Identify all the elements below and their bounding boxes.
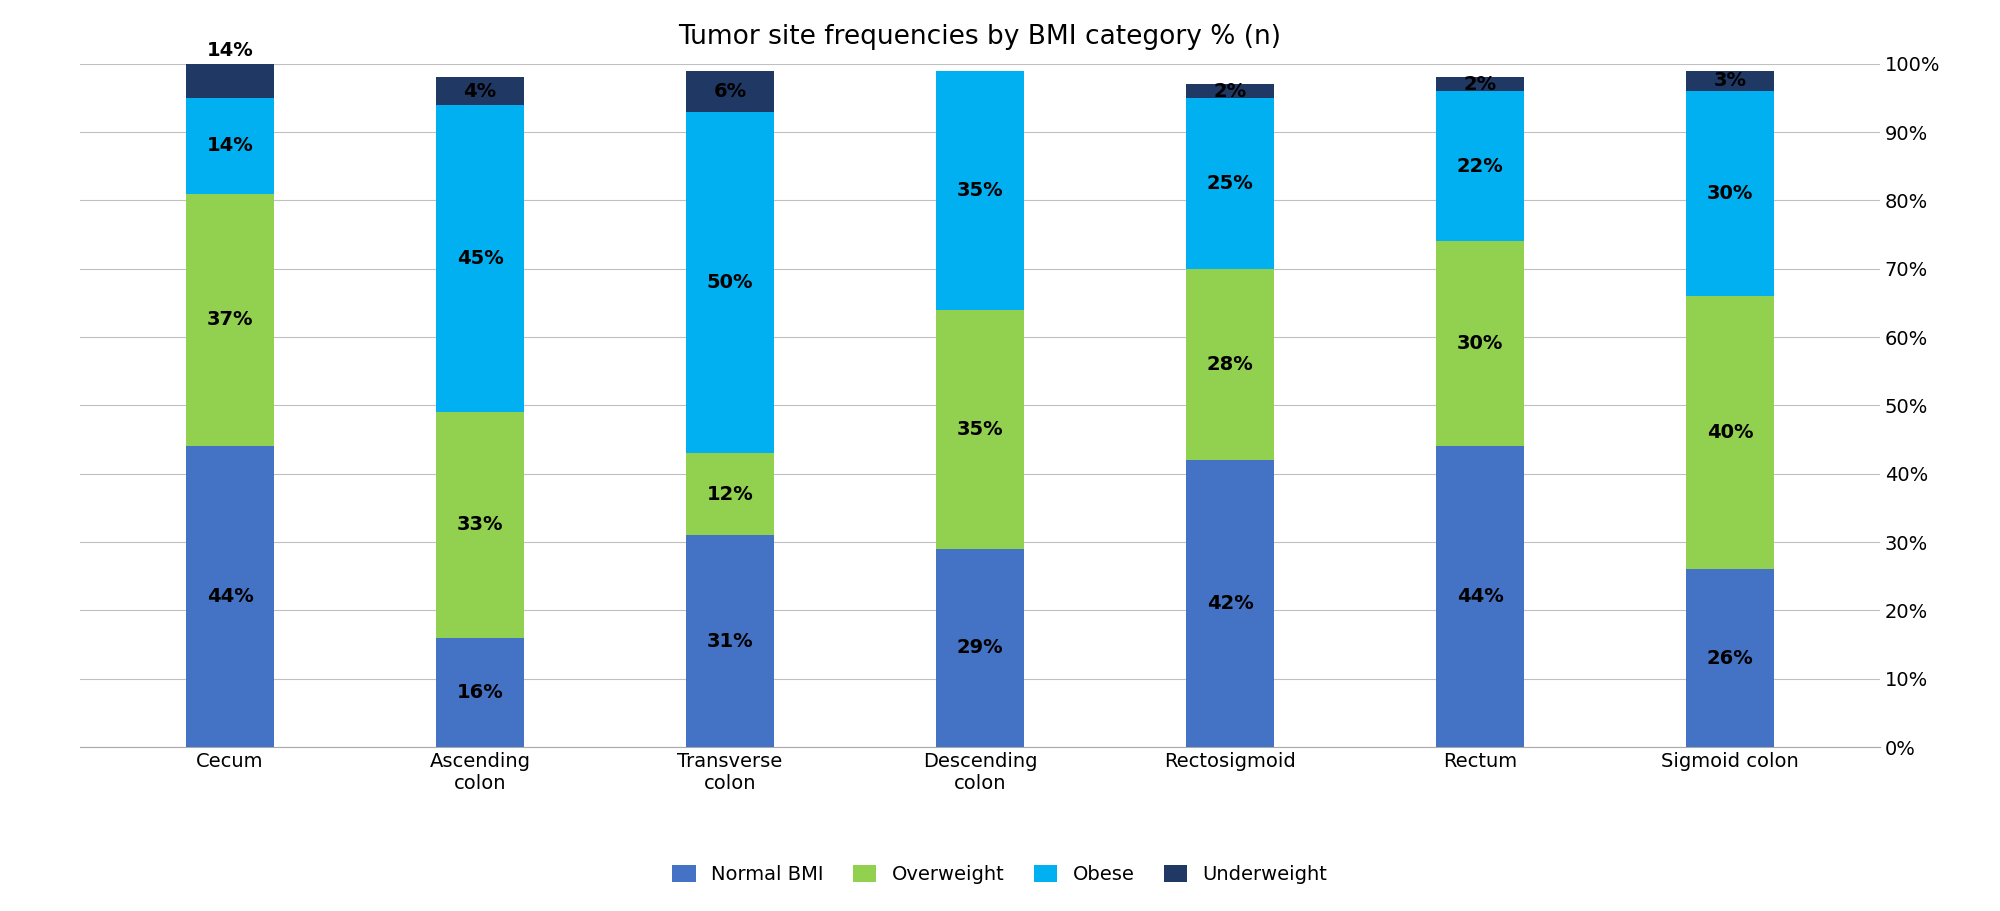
Bar: [1186, 269, 1274, 460]
Bar: [186, 193, 274, 446]
Bar: [436, 412, 524, 638]
Bar: [936, 310, 1024, 548]
Text: 35%: 35%: [956, 180, 1004, 200]
Bar: [686, 453, 774, 535]
Bar: [436, 77, 524, 105]
Bar: [686, 535, 774, 747]
Text: 31%: 31%: [706, 631, 754, 650]
Text: 2%: 2%: [1214, 82, 1246, 100]
Text: 50%: 50%: [706, 273, 754, 292]
Text: 2%: 2%: [1464, 75, 1496, 94]
Text: 14%: 14%: [206, 137, 254, 155]
Text: 40%: 40%: [1706, 424, 1754, 442]
Text: 44%: 44%: [206, 588, 254, 606]
Text: 33%: 33%: [456, 516, 504, 535]
Bar: [686, 111, 774, 453]
Text: 28%: 28%: [1206, 355, 1254, 374]
Text: 3%: 3%: [1714, 71, 1746, 90]
Bar: [936, 70, 1024, 310]
Text: 26%: 26%: [1706, 649, 1754, 668]
Text: 22%: 22%: [1456, 157, 1504, 176]
Legend: Normal BMI, Overweight, Obese, Underweight: Normal BMI, Overweight, Obese, Underweig…: [664, 857, 1336, 892]
Bar: [1436, 446, 1524, 747]
Text: 16%: 16%: [456, 683, 504, 701]
Bar: [1436, 241, 1524, 446]
Bar: [1686, 70, 1774, 91]
Bar: [186, 446, 274, 747]
Text: 42%: 42%: [1206, 594, 1254, 613]
Text: 30%: 30%: [1706, 184, 1754, 203]
Bar: [1686, 569, 1774, 747]
Bar: [1436, 77, 1524, 91]
Bar: [686, 70, 774, 111]
Text: 4%: 4%: [464, 82, 496, 100]
Bar: [1186, 97, 1274, 269]
Text: 25%: 25%: [1206, 174, 1254, 193]
Bar: [1186, 84, 1274, 97]
Bar: [936, 548, 1024, 747]
Text: 29%: 29%: [956, 639, 1004, 658]
Bar: [1686, 91, 1774, 296]
Bar: [1436, 91, 1524, 241]
Bar: [1186, 460, 1274, 747]
Bar: [436, 105, 524, 412]
Bar: [186, 97, 274, 193]
Bar: [436, 638, 524, 747]
Text: 37%: 37%: [206, 311, 254, 330]
Text: 45%: 45%: [456, 249, 504, 268]
Text: 35%: 35%: [956, 420, 1004, 439]
Text: 44%: 44%: [1456, 588, 1504, 606]
Text: 6%: 6%: [714, 82, 746, 100]
Text: 14%: 14%: [206, 41, 254, 59]
Text: 30%: 30%: [1456, 334, 1504, 353]
Text: 12%: 12%: [706, 485, 754, 504]
Title: Tumor site frequencies by BMI category % (n): Tumor site frequencies by BMI category %…: [678, 25, 1282, 50]
Bar: [186, 2, 274, 97]
Bar: [1686, 296, 1774, 569]
